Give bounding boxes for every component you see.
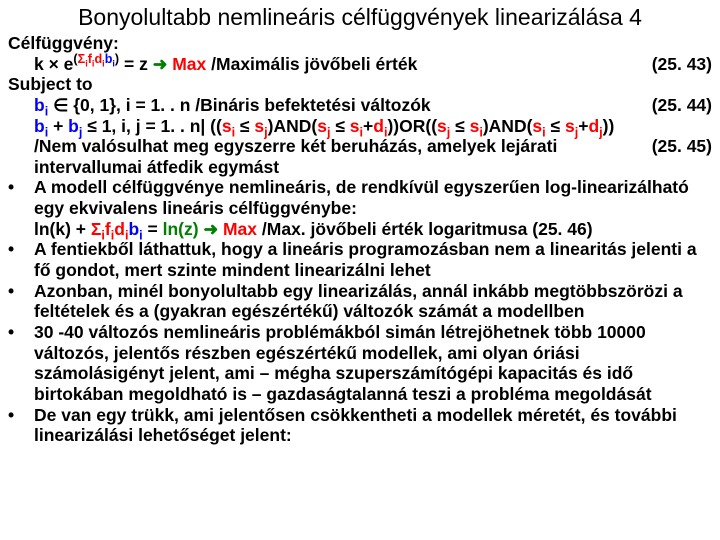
bullet-1: • A modell célfüggvénye nemlineáris, de … xyxy=(8,177,712,239)
bullet-4: • 30 -40 változós nemlineáris problémákb… xyxy=(8,322,712,405)
equation-25-44: bi ∈ {0, 1}, i = 1. . n /Bináris befekte… xyxy=(34,95,712,116)
equation-25-45-tail: /Nem valósulhat meg egyszerre két beruhá… xyxy=(34,136,712,177)
bullet-icon: • xyxy=(8,281,34,322)
equation-25-44-expr: bi ∈ {0, 1}, i = 1. . n /Bináris befekte… xyxy=(34,95,652,116)
bullet-2-text: A fentiekből láthattuk, hogy a lineáris … xyxy=(34,239,712,280)
bullet-icon: • xyxy=(8,177,34,239)
bullet-icon: • xyxy=(8,322,34,405)
bullet-4-text: 30 -40 változós nemlineáris problémákból… xyxy=(34,322,712,405)
max-text: Max xyxy=(172,54,206,74)
equation-25-43-ref: (25. 43) xyxy=(652,54,712,75)
bullet-5-text: De van egy trükk, ami jelentősen csökken… xyxy=(34,405,712,446)
max-text-2: Max xyxy=(223,219,257,239)
equation-25-44-ref: (25. 44) xyxy=(652,95,712,116)
slide-body: Célfüggvény: k × e(Σifidibi) = z ➜ Max /… xyxy=(8,33,712,446)
equation-25-45-ref: (25. 45) xyxy=(652,136,712,177)
eq45-tail-text: /Nem valósulhat meg egyszerre két beruhá… xyxy=(34,136,652,177)
bullet-1-text-a: A modell célfüggvénye nemlineáris, de re… xyxy=(34,177,689,218)
eq43-after: /Maximális jövőbeli érték xyxy=(206,54,417,74)
slide-title: Bonyolultabb nemlineáris célfüggvények l… xyxy=(8,4,712,31)
equation-25-45: bi + bj ≤ 1, i, j = 1. . n| ((si ≤ sj)AN… xyxy=(34,116,712,137)
bullet-3: • Azonban, minél bonyolultabb egy linear… xyxy=(8,281,712,322)
bullet-2: • A fentiekből láthattuk, hogy a lineári… xyxy=(8,239,712,280)
equation-25-43-expr: k × e(Σifidibi) = z ➜ Max /Maximális jöv… xyxy=(34,54,652,75)
eq46-after: /Max. jövőbeli érték logaritmusa (25. 46… xyxy=(257,219,593,239)
heading-celfuggveny: Célfüggvény: xyxy=(8,33,712,54)
bullet-icon: • xyxy=(8,239,34,280)
equation-25-43: k × e(Σifidibi) = z ➜ Max /Maximális jöv… xyxy=(34,54,712,75)
bullet-5: • De van egy trükk, ami jelentősen csökk… xyxy=(8,405,712,446)
bullet-3-text: Azonban, minél bonyolultabb egy lineariz… xyxy=(34,281,712,322)
bullet-icon: • xyxy=(8,405,34,446)
eq44-body: {0, 1}, i = 1. . n /Bináris befektetési … xyxy=(68,95,430,115)
heading-subject-to: Subject to xyxy=(8,74,712,95)
slide: Bonyolultabb nemlineáris célfüggvények l… xyxy=(0,0,720,540)
